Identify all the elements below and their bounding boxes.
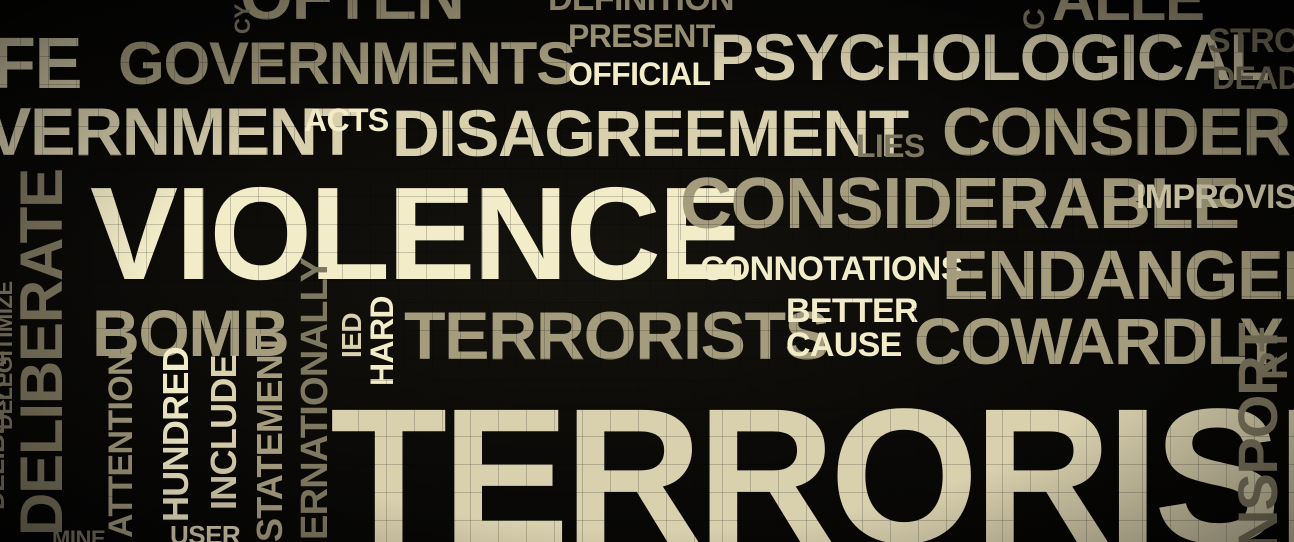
word-violence: VIOLENCE bbox=[90, 160, 746, 307]
word-user: USER bbox=[170, 520, 241, 542]
word-definition: DEFINITION bbox=[548, 0, 735, 16]
word-present: PRESENT bbox=[568, 18, 715, 54]
word-considered: CONSIDERE bbox=[942, 98, 1294, 166]
word-life: FE bbox=[0, 28, 83, 100]
word-attention: ATTENTION bbox=[102, 352, 140, 538]
word-disagreement: DISAGREEMENT bbox=[392, 96, 909, 170]
word-lies: LIES bbox=[856, 128, 925, 164]
word-endangered: ENDANGERE bbox=[942, 240, 1294, 310]
word-improvise: IMPROVIS bbox=[1136, 178, 1294, 216]
word-official: OFFICIAL bbox=[568, 56, 711, 92]
word-acts: ACTS bbox=[304, 102, 389, 138]
word-strong: STRO bbox=[1208, 22, 1294, 60]
word-governments: GOVERNMENTS bbox=[118, 30, 576, 97]
word-deliberate-small: DELIBERATE bbox=[0, 351, 10, 510]
word-ied: IED bbox=[336, 313, 367, 358]
word-statement: STATEMENT bbox=[249, 333, 290, 542]
word-connotations: CONNOTATIONS bbox=[700, 250, 963, 288]
word-include: INCLUDE bbox=[203, 355, 244, 510]
word-often: OFTEN bbox=[240, 0, 465, 30]
word-terrorism: TERRORISM bbox=[330, 380, 1294, 542]
word-cause: CAUSE bbox=[786, 326, 902, 364]
word-transport: NSPORT bbox=[1226, 323, 1289, 542]
word-hundred: HUNDRED bbox=[155, 347, 196, 522]
word-internationally: ERNATIONALLY bbox=[294, 257, 336, 540]
word-deliberate: DELIBERATE bbox=[8, 169, 75, 536]
word-psychological: PSYCHOLOGICAL bbox=[710, 20, 1270, 94]
word-better: BETTER bbox=[786, 292, 919, 330]
word-dead: DEAD bbox=[1212, 60, 1294, 96]
word-terrorists: TERRORISTS bbox=[404, 298, 830, 374]
word-mine: MINE bbox=[52, 526, 106, 542]
